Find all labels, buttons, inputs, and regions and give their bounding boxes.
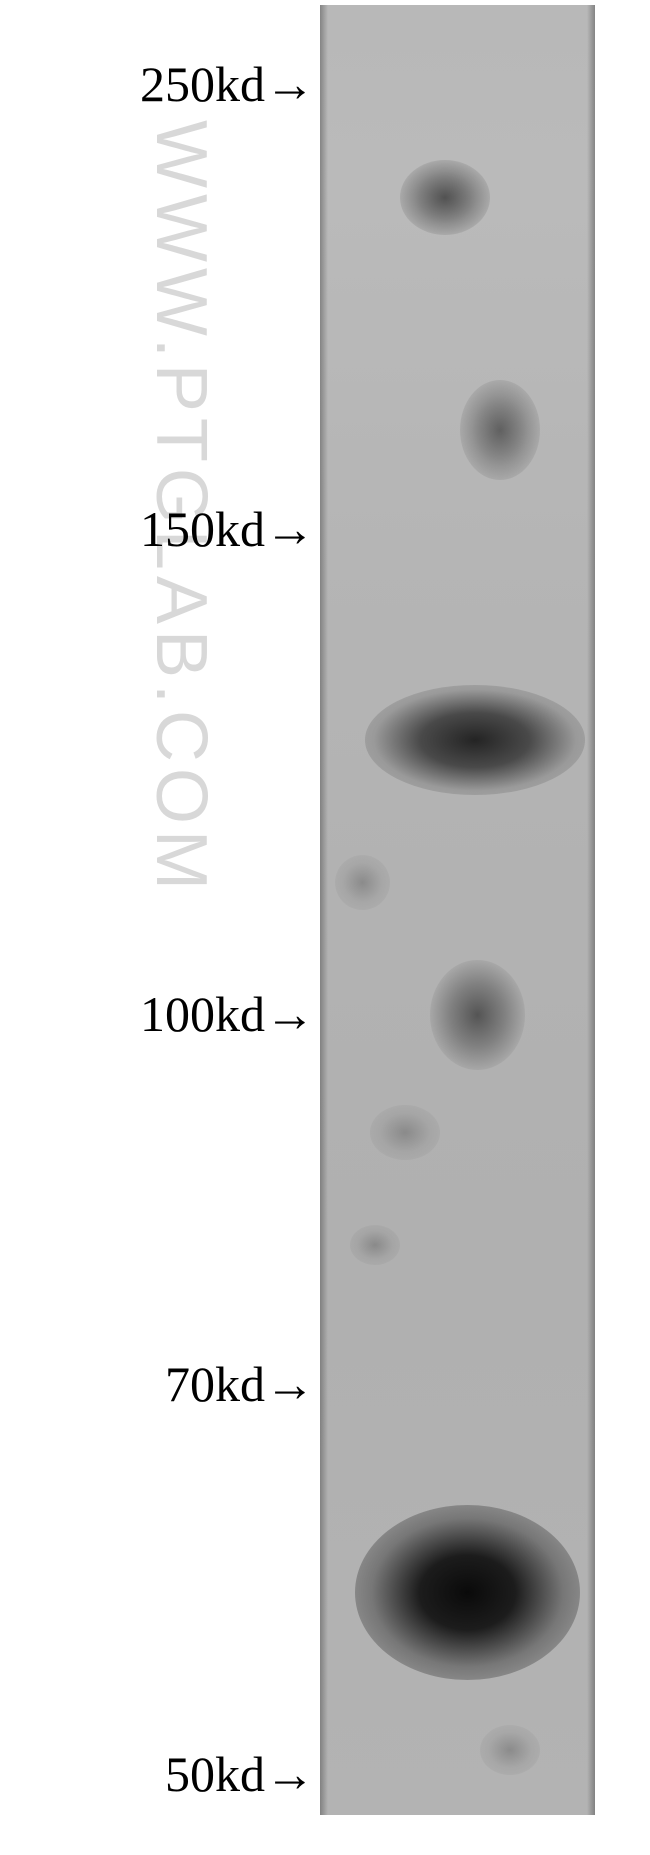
blot-band xyxy=(430,960,525,1070)
marker-value: 150kd xyxy=(140,501,265,557)
lane-smudge xyxy=(480,1725,540,1775)
marker-value: 50kd xyxy=(165,1746,265,1802)
marker-value: 250kd xyxy=(140,56,265,112)
blot-band xyxy=(365,685,585,795)
marker-value: 70kd xyxy=(165,1356,265,1412)
western-blot-container: WWW.PTGLAB.COM 250kd→ 150kd→ 100kd→ 70kd… xyxy=(0,0,650,1855)
mw-marker-70: 70kd→ xyxy=(165,1355,315,1413)
blot-lane xyxy=(320,5,595,1815)
lane-edge-right xyxy=(587,5,595,1815)
mw-marker-250: 250kd→ xyxy=(140,55,315,113)
arrow-icon: → xyxy=(265,985,315,1043)
blot-band xyxy=(460,380,540,480)
mw-marker-150: 150kd→ xyxy=(140,500,315,558)
mw-marker-100: 100kd→ xyxy=(140,985,315,1043)
mw-marker-50: 50kd→ xyxy=(165,1745,315,1803)
arrow-icon: → xyxy=(265,1745,315,1803)
lane-edge-left xyxy=(320,5,328,1815)
blot-band xyxy=(400,160,490,235)
blot-band xyxy=(355,1505,580,1680)
arrow-icon: → xyxy=(265,1355,315,1413)
arrow-icon: → xyxy=(265,55,315,113)
lane-smudge xyxy=(350,1225,400,1265)
marker-value: 100kd xyxy=(140,986,265,1042)
lane-smudge xyxy=(335,855,390,910)
arrow-icon: → xyxy=(265,500,315,558)
lane-smudge xyxy=(370,1105,440,1160)
